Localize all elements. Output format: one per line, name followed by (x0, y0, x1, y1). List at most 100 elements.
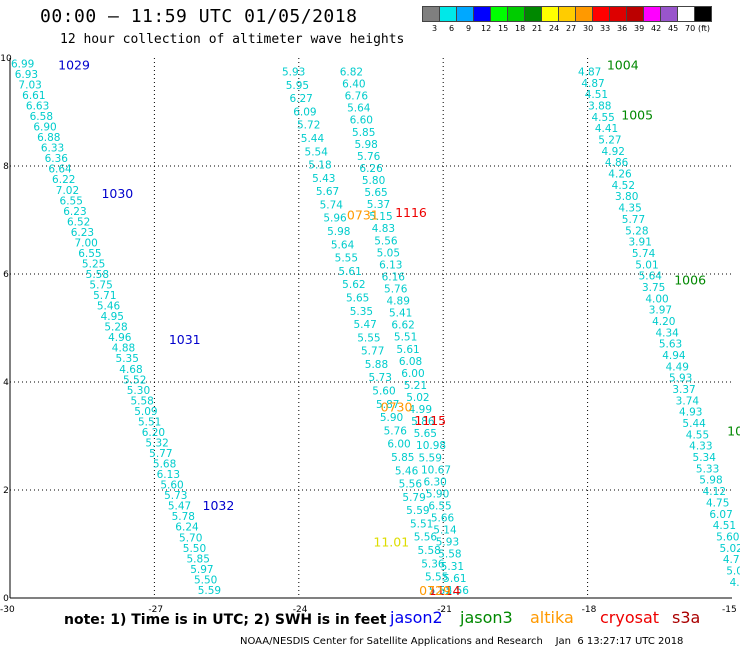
wave-height-value: 6.90 (33, 122, 56, 134)
wave-height-value: 4.83 (372, 223, 395, 235)
legend-label: 3 (432, 24, 438, 33)
wave-height-value: 6.88 (37, 132, 60, 144)
wave-height-value: 6.09 (293, 106, 316, 118)
wave-height-value: 5.56 (399, 479, 423, 491)
sat-label-cryosat: cryosat (600, 608, 660, 627)
wave-height-value: 4.35 (618, 203, 641, 215)
wave-height-value: 6.76 (345, 91, 369, 103)
wave-height-value: 5.85 (391, 452, 414, 464)
wave-height-value: 5.28 (625, 225, 648, 237)
wave-height-value: 5.27 (598, 135, 621, 147)
wave-height-value: 5.59 (419, 452, 442, 464)
time-annotation: 10 (727, 424, 740, 439)
wave-height-value: 5.47 (168, 501, 191, 513)
wave-height-value: 6.63 (26, 101, 49, 113)
time-annotation: 1115 (414, 413, 446, 428)
wave-height-value: 5.33 (696, 463, 719, 475)
wave-height-value: 5.78 (172, 511, 195, 523)
wave-height-value: 5.56 (414, 532, 438, 544)
legend-label: 39 (634, 24, 645, 33)
wave-height-value: 5.21 (404, 380, 427, 392)
wave-height-value: 5.77 (622, 214, 645, 226)
color-legend: 3 6 9 12 15 18 21 24 27 30 33 36 39 42 45 70 (ft) (422, 6, 712, 36)
wave-height-value: 6.93 (15, 69, 38, 81)
wave-height-value: 5.75 (89, 280, 112, 292)
wave-height-value: 4.41 (595, 123, 618, 135)
wave-height-value: 6.52 (67, 216, 90, 228)
legend-label: 24 (549, 24, 560, 33)
wave-height-value: 3.37 (672, 384, 695, 396)
wave-height-value: 3.97 (649, 305, 672, 317)
wave-height-value: 6.07 (709, 509, 732, 521)
wave-height-value: 7.03 (18, 79, 41, 91)
wave-height-value: 5.14 (433, 525, 457, 537)
wave-height-value: 6.36 (45, 153, 69, 165)
wave-height-value: 5.66 (431, 513, 455, 525)
time-annotation: 1005 (621, 108, 653, 123)
wave-height-value: 4.94 (662, 350, 686, 362)
wave-height-value: 4.89 (387, 296, 410, 308)
wave-height-value: 5.64 (347, 103, 371, 115)
wave-height-value: 5.15 (369, 211, 392, 223)
wave-height-value: 5.59 (406, 505, 429, 517)
wave-height-value: 5.25 (82, 258, 105, 270)
wave-height-value: 5.70 (179, 532, 202, 544)
wave-height-value: 5.55 (425, 572, 448, 584)
wave-height-value: 5.09 (134, 406, 157, 418)
legend-label: 70 (685, 24, 696, 33)
wave-height-value: 7.02 (56, 185, 79, 197)
wave-height-value: 6.55 (60, 195, 83, 207)
time-annotation: 1006 (674, 272, 706, 287)
y-tick-label: 0 (3, 594, 9, 604)
wave-height-value: 4.55 (591, 112, 614, 124)
wave-height-value: 5.44 (682, 418, 706, 430)
wave-height-value: 5.87 (376, 399, 399, 411)
wave-height-value: 4.75 (706, 497, 729, 509)
wave-height-value: 5.90 (426, 488, 449, 500)
wave-height-value: 4.00 (645, 293, 668, 305)
wave-height-value: 5.64 (331, 239, 355, 251)
wave-height-value: 5.37 (367, 199, 390, 211)
wave-height-value: 5.68 (153, 459, 176, 471)
page-title: 00:00 – 11:59 UTC 01/05/2018 (40, 6, 358, 27)
wave-height-value: 6.20 (142, 427, 165, 439)
legend-label: (ft) (698, 24, 711, 33)
wave-height-value: 6.26 (359, 163, 383, 175)
wave-height-value: 4.96 (108, 332, 132, 344)
time-annotation: 1029 (58, 57, 90, 72)
wave-height-value: 6.55 (78, 248, 101, 260)
wave-height-value: 5.76 (357, 151, 381, 163)
wave-height-value: 5.76 (384, 284, 408, 296)
wave-height-value: 4.99 (409, 404, 432, 416)
wave-height-value: 6.23 (63, 206, 86, 218)
legend-swatches (422, 6, 712, 22)
wave-height-value: 5.98 (327, 226, 350, 238)
time-annotation: 1116 (395, 205, 427, 220)
wave-height-value: 5.73 (164, 490, 187, 502)
wave-height-value: 6.82 (340, 67, 363, 79)
wave-height-value: 5.52 (123, 374, 146, 386)
wave-height-value: 6.40 (342, 79, 365, 91)
wave-height-value: 4.88 (112, 343, 135, 355)
wave-height-value: 4.86 (605, 157, 629, 169)
wave-height-value: 3.91 (629, 237, 652, 249)
wave-height-value: 5.90 (380, 412, 403, 424)
wave-height-value: 6.55 (428, 501, 451, 513)
wave-height-value: 5.61 (338, 266, 361, 278)
y-tick-label: 4 (3, 378, 9, 388)
legend-label: 33 (600, 24, 611, 33)
wave-height-value: 5.93 (669, 373, 692, 385)
wave-height-value: 5.58 (417, 545, 440, 557)
footer-note: note: 1) Time is in UTC; 2) SWH is in fe… (64, 612, 387, 628)
wave-height-value: 5.05 (377, 247, 400, 259)
wave-height-value: 5.88 (365, 359, 388, 371)
wave-height-value: 5.80 (362, 175, 385, 187)
wave-height-value: 4.93 (679, 407, 702, 419)
x-tick-label: -15 (722, 605, 737, 615)
wave-height-value: 5.63 (659, 339, 682, 351)
wave-height-value: 5.95 (286, 80, 309, 92)
wave-height-value: 4.78 (723, 554, 740, 566)
wave-height-value: 3.75 (642, 282, 665, 294)
wave-height-value: 4.12 (703, 486, 726, 498)
wave-height-value: 5.44 (301, 133, 325, 145)
